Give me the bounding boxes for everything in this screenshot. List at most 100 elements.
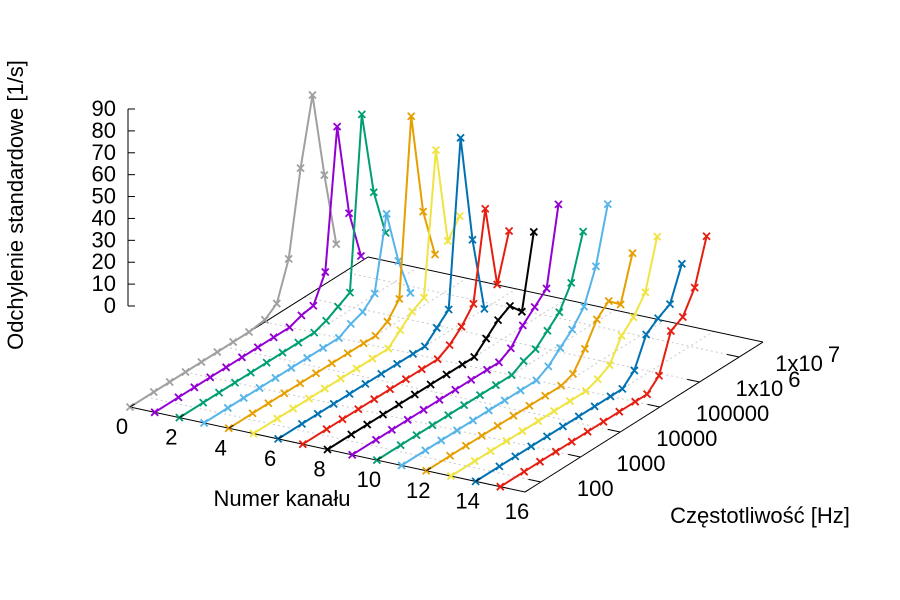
y-axis-line bbox=[524, 341, 764, 493]
data-point-marker bbox=[262, 358, 271, 367]
data-point-marker bbox=[244, 327, 254, 337]
data-point-marker bbox=[603, 199, 612, 209]
data-point-marker bbox=[359, 339, 368, 348]
data-point-marker bbox=[452, 426, 462, 435]
x-tick-label: 4 bbox=[215, 435, 227, 460]
data-point-marker bbox=[297, 419, 307, 429]
z-tick-label: 0 bbox=[104, 293, 116, 318]
x-tick-mark bbox=[179, 414, 185, 419]
data-point-marker bbox=[495, 462, 504, 471]
data-point-marker bbox=[482, 334, 491, 343]
data-point-marker bbox=[406, 288, 415, 298]
data-point-marker bbox=[543, 326, 552, 335]
series-channel-1 bbox=[150, 122, 366, 417]
data-point-marker bbox=[401, 375, 411, 384]
data-point-marker bbox=[385, 385, 395, 394]
data-point-marker bbox=[358, 307, 367, 317]
data-point-marker bbox=[556, 343, 565, 353]
data-point-marker bbox=[332, 240, 341, 249]
data-point-marker bbox=[397, 461, 406, 470]
data-point-marker bbox=[616, 300, 625, 309]
data-point-marker bbox=[629, 313, 638, 322]
data-point-marker bbox=[214, 388, 224, 397]
data-point-marker bbox=[387, 425, 396, 434]
data-point-marker bbox=[568, 369, 578, 379]
data-point-marker bbox=[412, 430, 421, 440]
y-tick-mark bbox=[607, 428, 621, 433]
data-point-marker bbox=[329, 399, 338, 409]
data-point-marker bbox=[343, 349, 352, 358]
data-point-marker bbox=[506, 344, 515, 353]
x-tick-label: 0 bbox=[116, 414, 128, 439]
data-point-marker bbox=[558, 422, 568, 431]
data-point-marker bbox=[460, 400, 469, 410]
data-point-marker bbox=[296, 164, 305, 173]
data-point-marker bbox=[484, 406, 493, 415]
data-point-marker bbox=[370, 395, 379, 404]
chart-series-group bbox=[125, 90, 711, 491]
series-line bbox=[302, 208, 511, 446]
data-point-marker bbox=[446, 471, 456, 481]
data-point-marker bbox=[531, 345, 540, 354]
data-point-marker bbox=[509, 411, 518, 420]
data-point-marker bbox=[237, 353, 247, 362]
data-point-marker bbox=[410, 390, 419, 399]
z-tick-label: 70 bbox=[92, 140, 116, 165]
data-point-marker bbox=[445, 340, 454, 350]
data-point-marker bbox=[288, 404, 298, 413]
data-point-marker bbox=[642, 330, 651, 339]
data-point-marker bbox=[518, 321, 527, 330]
data-point-marker bbox=[470, 352, 479, 362]
data-point-marker bbox=[273, 414, 282, 423]
data-point-marker bbox=[475, 390, 485, 400]
x-tick-label: 10 bbox=[357, 467, 381, 492]
data-point-marker bbox=[336, 374, 345, 383]
data-point-marker bbox=[309, 301, 318, 310]
data-point-marker bbox=[318, 343, 328, 353]
y-tick-label: 10000 bbox=[656, 426, 717, 451]
data-point-marker bbox=[361, 379, 370, 389]
data-point-marker bbox=[354, 405, 363, 414]
x-tick-mark bbox=[129, 403, 136, 408]
y-tick-mark bbox=[568, 453, 581, 458]
data-point-marker bbox=[199, 398, 208, 407]
data-point-marker bbox=[321, 267, 330, 277]
floor-grid-line bbox=[225, 346, 621, 433]
data-point-marker bbox=[567, 278, 576, 288]
data-point-marker bbox=[255, 383, 264, 393]
data-point-marker bbox=[606, 392, 615, 401]
data-point-marker bbox=[678, 312, 687, 322]
data-point-marker bbox=[493, 421, 502, 430]
y-axis-title: Częstotliwość [Hz] bbox=[670, 503, 850, 528]
data-point-marker bbox=[298, 440, 307, 449]
data-point-marker bbox=[392, 359, 402, 369]
series-channel-5 bbox=[249, 145, 464, 438]
data-point-marker bbox=[567, 325, 577, 334]
data-point-marker bbox=[280, 389, 289, 398]
data-point-marker bbox=[272, 299, 281, 308]
data-point-marker bbox=[653, 232, 662, 241]
data-point-marker bbox=[433, 355, 442, 364]
data-point-marker bbox=[511, 452, 520, 461]
data-point-marker bbox=[395, 294, 404, 303]
data-point-marker bbox=[333, 122, 342, 131]
data-point-marker bbox=[468, 416, 478, 425]
series-channel-14 bbox=[471, 259, 687, 486]
data-point-marker bbox=[150, 408, 159, 417]
data-point-marker bbox=[525, 401, 534, 410]
data-point-marker bbox=[519, 356, 528, 366]
data-point-marker bbox=[654, 371, 664, 380]
data-point-marker bbox=[555, 308, 564, 317]
x-tick-label: 14 bbox=[455, 488, 479, 513]
data-point-marker bbox=[642, 390, 652, 399]
data-point-marker bbox=[197, 357, 206, 367]
series-channel-9 bbox=[348, 200, 563, 459]
data-point-marker bbox=[371, 331, 380, 340]
series-line bbox=[475, 263, 683, 483]
data-point-marker bbox=[345, 288, 355, 297]
data-point-marker bbox=[407, 307, 417, 316]
data-point-marker bbox=[334, 333, 344, 343]
data-point-marker bbox=[296, 379, 305, 388]
x-tick-mark bbox=[475, 477, 481, 482]
